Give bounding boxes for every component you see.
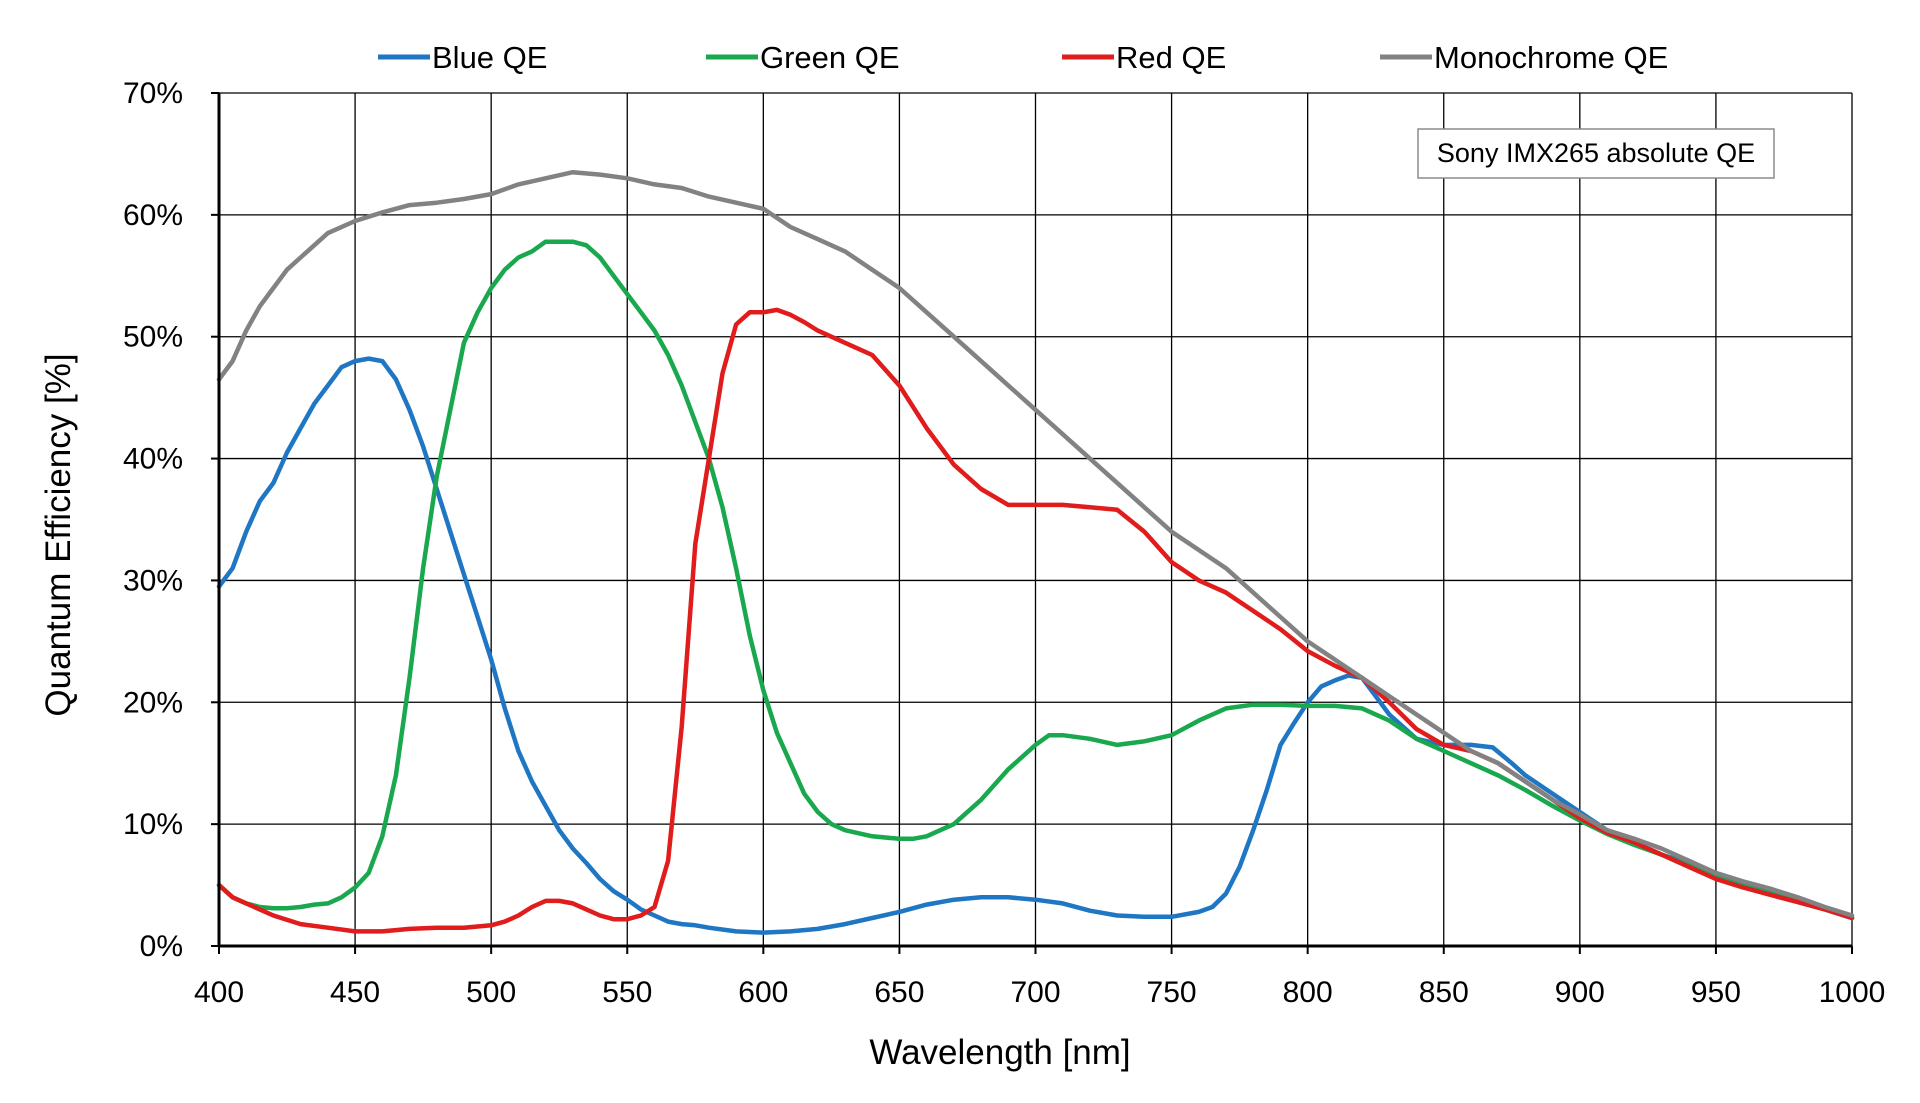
x-tick-label: 650	[874, 976, 924, 1009]
legend: Blue QE Green QE Red QE Monochrome QE	[378, 40, 1668, 75]
x-tick-label: 850	[1419, 976, 1469, 1009]
y-tick-label: 10%	[123, 808, 183, 841]
series-line-blue-qe	[216, 356, 1855, 935]
y-tick-label: 70%	[123, 77, 183, 110]
x-tick-label: 950	[1691, 976, 1741, 1009]
y-tick-label: 20%	[123, 686, 183, 719]
legend-label-red-qe: Red QE	[1116, 40, 1226, 75]
x-tick-label: 1000	[1819, 976, 1886, 1009]
x-tick-label: 400	[194, 976, 244, 1009]
series-lines	[216, 169, 1855, 935]
x-tick-label: 750	[1147, 976, 1197, 1009]
y-tick-label: 30%	[123, 564, 183, 597]
x-tick-label: 700	[1010, 976, 1060, 1009]
x-axis-title: Wavelength [nm]	[869, 1033, 1130, 1072]
series-line-monochrome-qe	[216, 169, 1855, 918]
annotation-text: Sony IMX265 absolute QE	[1437, 138, 1755, 168]
y-tick-labels: 0% 10% 20% 30% 40% 50% 60% 70%	[123, 77, 183, 963]
x-tick-labels: 400 450 500 550 600 650 700 750 800 850 900 950 1000	[194, 976, 1885, 1009]
legend-label-blue-qe: Blue QE	[432, 40, 547, 75]
annotation-box: Sony IMX265 absolute QE	[1417, 128, 1775, 179]
x-tick-label: 550	[602, 976, 652, 1009]
y-tick-label: 40%	[123, 443, 183, 476]
x-tick-label: 450	[330, 976, 380, 1009]
y-tick-label: 60%	[123, 199, 183, 232]
y-tick-label: 50%	[123, 321, 183, 354]
y-tick-label: 0%	[140, 930, 183, 963]
grid-lines	[219, 92, 1853, 946]
axes	[211, 92, 1853, 954]
x-tick-label: 600	[738, 976, 788, 1009]
x-tick-label: 800	[1283, 976, 1333, 1009]
legend-label-monochrome-qe: Monochrome QE	[1434, 40, 1668, 75]
y-axis-title: Quantum Efficiency [%]	[39, 353, 78, 716]
series-line-green-qe	[216, 239, 1855, 921]
annotation-frame	[1417, 128, 1775, 179]
legend-label-green-qe: Green QE	[760, 40, 900, 75]
x-tick-label: 500	[466, 976, 516, 1009]
x-tick-label: 900	[1555, 976, 1605, 1009]
